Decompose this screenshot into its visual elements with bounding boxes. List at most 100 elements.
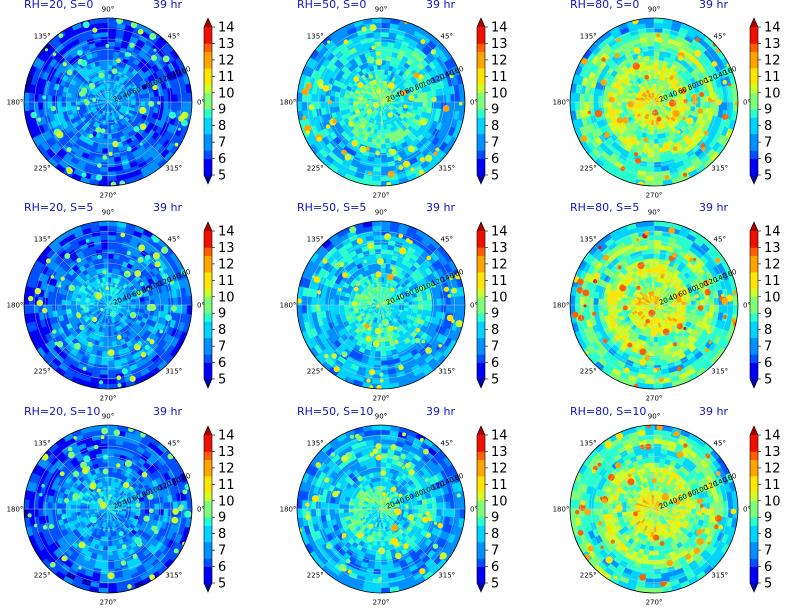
- field-cell: [371, 175, 382, 182]
- field-blob: [165, 314, 172, 322]
- field-cell: [172, 93, 179, 103]
- field-blob: [672, 109, 680, 118]
- field-cell: [104, 124, 109, 131]
- field-cell: [371, 180, 382, 186]
- field-cell: [181, 101, 188, 112]
- field-blob: [722, 113, 729, 120]
- colorbar-bin: [477, 27, 485, 36]
- field-cell: [380, 50, 387, 56]
- field-cell: [403, 304, 410, 309]
- polar-border: [296, 17, 466, 187]
- field-blob: [159, 329, 163, 334]
- field-blob: [410, 167, 415, 172]
- field-blob: [408, 94, 415, 101]
- angle-tick-label: 270°: [100, 192, 117, 200]
- colorbar-tick-label: 12: [218, 257, 235, 272]
- field-cell: [61, 96, 67, 103]
- field-cell: [47, 297, 53, 306]
- field-cell: [103, 134, 109, 140]
- field-blob: [52, 329, 57, 334]
- colorbar-bin: [477, 51, 485, 61]
- colorbar-tick-label: 11: [218, 70, 235, 85]
- field-blob: [418, 169, 424, 175]
- field-cell: [103, 341, 109, 348]
- colorbar-extend-max: [477, 18, 485, 27]
- field-cell: [646, 157, 655, 163]
- field-blob: [80, 59, 88, 67]
- colorbar-tick-label: 10: [764, 86, 781, 101]
- angular-gridline: [380, 101, 441, 162]
- field-blob: [616, 37, 621, 43]
- field-cell: [47, 304, 53, 313]
- field-blob: [351, 140, 358, 147]
- colorbar-extend-max: [750, 18, 758, 27]
- colorbar-bin: [204, 133, 212, 143]
- field-cell: [37, 93, 44, 103]
- field-cell: [653, 143, 660, 149]
- colorbar-tick-label: 6: [218, 356, 226, 371]
- colorbar-bin: [750, 101, 758, 110]
- field-blob: [76, 49, 83, 56]
- field-cell: [334, 96, 340, 103]
- field-blob: [66, 69, 73, 76]
- field-blob: [129, 311, 137, 319]
- field-blob: [616, 117, 623, 124]
- radial-tick-label: 20: [385, 93, 396, 104]
- field-cell: [320, 94, 326, 103]
- field-blob: [418, 74, 424, 80]
- angle-tick-label: 45°: [714, 33, 726, 41]
- field-blob: [42, 95, 47, 100]
- panel-time-label: 39 hr: [699, 0, 728, 11]
- angle-tick-label: 180°: [7, 302, 24, 310]
- field-cell: [413, 101, 419, 107]
- field-blob: [121, 368, 128, 375]
- colorbar-bin: [204, 321, 212, 330]
- field-blob: [389, 148, 397, 156]
- field-cell: [105, 115, 109, 121]
- colorbar-extend-max: [204, 222, 212, 231]
- field-cell: [372, 31, 382, 38]
- field-cell: [408, 101, 414, 106]
- field-blob: [102, 154, 108, 160]
- field-cell: [56, 304, 62, 311]
- field-cell: [645, 27, 655, 33]
- field-blob: [177, 127, 182, 131]
- field-cell: [172, 296, 179, 306]
- polar-panel: 0°45°90°135°180°225°270°315°204060801001…: [280, 201, 478, 403]
- colorbar-bin: [204, 362, 212, 372]
- field-cell: [380, 41, 389, 47]
- field-cell: [139, 308, 146, 314]
- field-cell: [574, 101, 581, 112]
- field-cell: [130, 101, 137, 106]
- field-blob: [367, 108, 373, 114]
- field-cell: [102, 55, 109, 61]
- field-blob: [633, 152, 639, 157]
- field-cell: [570, 92, 576, 103]
- field-cell: [649, 59, 655, 66]
- field-cell: [65, 304, 72, 310]
- field-blob: [371, 45, 376, 50]
- field-cell: [343, 93, 350, 99]
- field-blob: [442, 105, 450, 112]
- field-cell: [653, 59, 659, 66]
- colorbar-bin: [477, 133, 485, 143]
- field-blob: [162, 55, 170, 63]
- field-blob: [365, 146, 370, 152]
- field-blob: [107, 349, 115, 357]
- field-blob: [50, 105, 56, 112]
- colorbar-bin: [204, 76, 212, 85]
- field-cell: [107, 166, 117, 173]
- field-blob: [116, 334, 122, 340]
- field-blob: [56, 130, 64, 139]
- angle-tick-label: 135°: [307, 33, 324, 41]
- field-blob: [139, 106, 147, 115]
- panel-title: RH=50, S=0: [297, 0, 366, 11]
- colorbar-tick-label: 13: [491, 37, 508, 52]
- field-blob: [348, 120, 355, 127]
- field-cell: [70, 97, 76, 103]
- angle-tick-label: 0°: [197, 99, 205, 107]
- field-cell: [653, 83, 657, 89]
- colorbar-bin: [204, 92, 212, 102]
- field-blob: [149, 33, 157, 40]
- field-cell: [450, 93, 456, 103]
